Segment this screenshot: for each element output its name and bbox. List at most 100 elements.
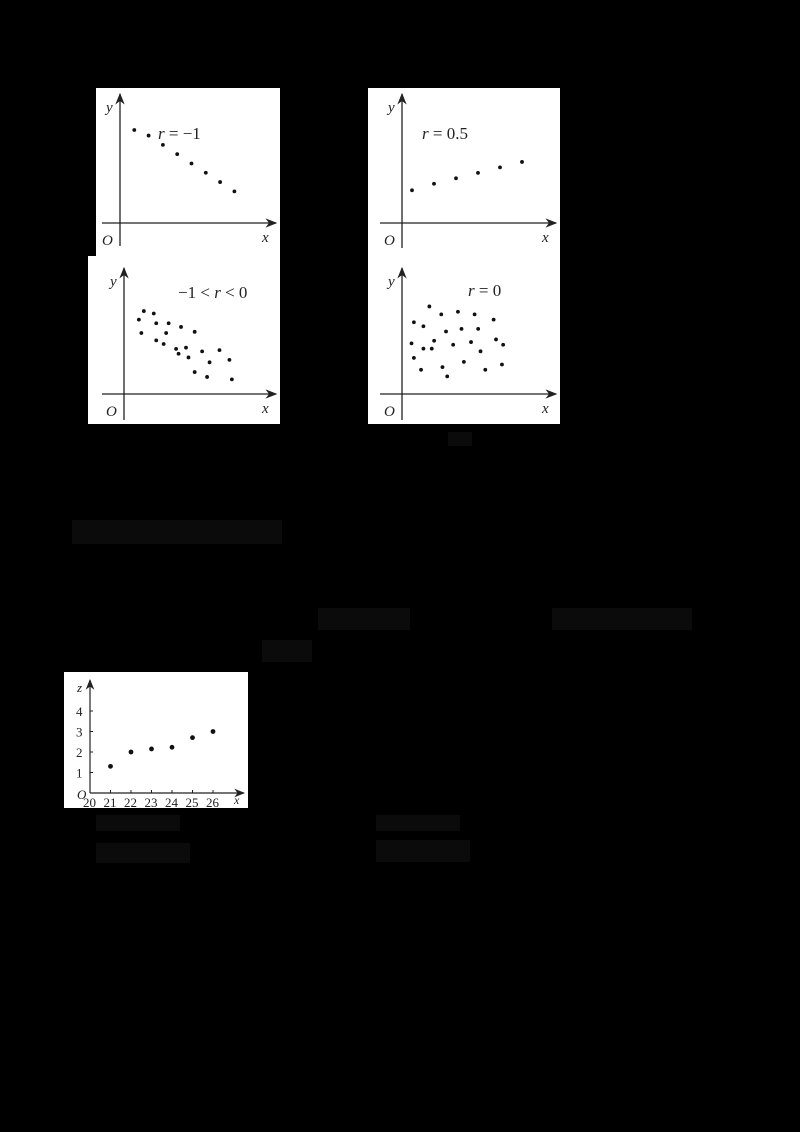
data-point <box>500 362 504 367</box>
x-axis-label: x <box>233 793 240 807</box>
data-point <box>476 170 480 175</box>
data-point <box>469 340 473 344</box>
data-point <box>427 304 432 309</box>
x-tick-label: 21 <box>104 795 117 808</box>
data-point <box>440 365 445 370</box>
data-point <box>218 180 222 184</box>
data-point <box>128 749 134 755</box>
faint-text-artifact <box>72 520 282 544</box>
data-point <box>154 321 159 326</box>
x-axis-label: x <box>541 230 549 246</box>
data-point <box>207 360 212 365</box>
y-tick-label: 2 <box>76 745 83 760</box>
x-axis-label: x <box>541 401 549 417</box>
x-tick-label: 22 <box>124 795 137 808</box>
data-point <box>169 744 175 750</box>
data-point <box>227 357 232 362</box>
faint-text-artifact <box>448 432 472 446</box>
x-tick-label: 23 <box>145 795 158 808</box>
data-point <box>483 367 488 372</box>
scatter-panel-r-neg-one: y x O r = −1 <box>96 88 280 256</box>
data-point <box>476 326 481 331</box>
y-axis-label: y <box>386 274 395 290</box>
x-tick-label: 25 <box>186 795 199 808</box>
y-axis-label: y <box>104 100 113 116</box>
data-points <box>132 128 237 194</box>
faint-text-artifact <box>552 608 692 630</box>
data-point <box>461 359 466 364</box>
data-point <box>179 325 183 329</box>
correlation-label: −1 < r < 0 <box>178 283 247 302</box>
scatter-plot: y x O −1 < r < 0 <box>102 266 278 420</box>
origin-label: O <box>102 233 113 249</box>
data-point <box>494 337 498 342</box>
data-point <box>192 329 197 334</box>
origin-label: O <box>106 404 117 420</box>
data-point <box>491 317 496 322</box>
data-point <box>190 735 195 741</box>
data-point <box>175 152 180 157</box>
data-point <box>161 142 165 147</box>
data-point <box>498 165 502 170</box>
data-point <box>454 176 458 181</box>
origin-label: O <box>384 404 395 420</box>
data-point <box>445 374 450 379</box>
data-point <box>419 367 423 372</box>
data-point <box>520 160 524 164</box>
correlation-label: r = −1 <box>158 124 201 143</box>
data-point <box>146 133 151 138</box>
scatter-plot: y x O r = 0 <box>380 266 558 420</box>
data-point <box>166 321 171 326</box>
y-axis-label: y <box>108 274 117 290</box>
faint-text-artifact <box>96 815 180 831</box>
data-point <box>141 309 146 313</box>
origin-label: O <box>77 787 87 802</box>
data-point <box>429 346 434 351</box>
scatter-panel-r-zero: y x O r = 0 <box>368 256 560 424</box>
y-tick-label: 1 <box>76 766 83 781</box>
faint-text-artifact <box>262 640 312 662</box>
data-point <box>161 342 166 346</box>
data-point <box>151 311 156 316</box>
data-point <box>164 331 169 335</box>
x-tick-label: 20 <box>83 795 96 808</box>
data-point <box>472 312 477 317</box>
data-point <box>200 349 205 354</box>
x-tick-label: 26 <box>206 795 220 808</box>
scatter-panel-r-half: y x O r = 0.5 <box>368 88 560 256</box>
faint-text-artifact <box>376 840 470 862</box>
y-axis-label: z <box>76 680 82 695</box>
data-point <box>132 128 137 132</box>
faint-text-artifact <box>318 608 410 630</box>
data-point <box>189 161 194 166</box>
data-point <box>139 331 144 335</box>
data-point <box>229 377 234 382</box>
data-point <box>174 347 178 351</box>
x-axis-label: x <box>261 401 269 417</box>
data-points <box>136 309 234 382</box>
data-point <box>186 355 191 360</box>
faint-text-artifact <box>96 843 190 863</box>
data-point <box>501 342 506 347</box>
x-axis-label: x <box>261 230 269 246</box>
data-point <box>410 188 414 193</box>
data-point <box>412 356 416 360</box>
data-points <box>108 729 216 769</box>
data-point <box>478 349 483 354</box>
data-point <box>421 324 426 329</box>
data-points <box>410 160 524 193</box>
data-point <box>409 341 414 346</box>
scatter-plot: y x O r = −1 <box>102 92 278 249</box>
data-point <box>451 342 456 347</box>
data-point <box>108 763 113 769</box>
data-point <box>459 326 464 331</box>
data-point <box>205 375 209 379</box>
data-point <box>444 329 448 334</box>
y-tick-label: 4 <box>76 704 83 719</box>
data-point <box>176 351 181 356</box>
scatter-panel-z-vs-x: z x O 20 21 22 23 24 25 26 1 2 3 4 <box>64 672 248 808</box>
data-point <box>232 189 237 194</box>
y-tick-label: 3 <box>76 725 83 740</box>
data-point <box>154 338 159 343</box>
